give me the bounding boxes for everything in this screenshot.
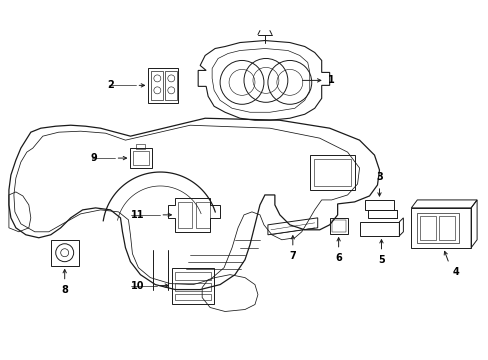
Bar [172, 268, 214, 303]
Text: 11: 11 [130, 210, 143, 220]
Bar [51, 240, 79, 266]
Bar [175, 293, 211, 300]
Text: 7: 7 [289, 251, 296, 261]
Bar [136, 144, 145, 149]
Bar [420, 216, 435, 240]
Text: 4: 4 [451, 267, 458, 277]
Bar [438, 216, 454, 240]
Bar [309, 155, 354, 190]
Text: 3: 3 [375, 172, 382, 182]
Text: 6: 6 [335, 253, 341, 263]
Text: 9: 9 [90, 153, 97, 163]
Text: 10: 10 [130, 280, 143, 291]
Bar [130, 148, 152, 168]
Bar [175, 272, 211, 280]
Text: 5: 5 [377, 255, 384, 265]
Text: 2: 2 [107, 80, 114, 90]
Bar [165, 71, 177, 100]
Bar [416, 213, 458, 243]
Bar [196, 202, 210, 228]
Bar [151, 71, 163, 100]
Bar [178, 202, 192, 228]
Bar [331, 220, 345, 232]
Text: 8: 8 [61, 285, 68, 294]
Bar [148, 68, 178, 103]
Bar [175, 283, 211, 291]
Bar [133, 151, 149, 165]
Text: 1: 1 [327, 75, 334, 85]
Bar [329, 218, 347, 234]
Bar [313, 159, 350, 186]
